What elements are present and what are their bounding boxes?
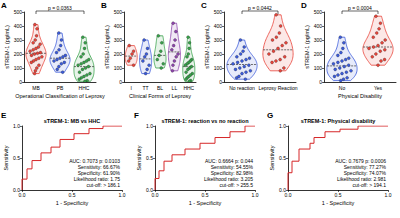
svg-text:300: 300 xyxy=(214,37,223,43)
svg-text:1 - Specificity: 1 - Specificity xyxy=(189,200,222,206)
svg-text:E: E xyxy=(1,111,7,120)
svg-text:200: 200 xyxy=(214,51,223,57)
svg-text:100: 100 xyxy=(114,65,123,71)
svg-text:HHC: HHC xyxy=(183,85,194,91)
svg-text:100: 100 xyxy=(14,65,23,71)
svg-text:cut-off: > 255.5: cut-off: > 255.5 xyxy=(220,182,254,188)
svg-text:200: 200 xyxy=(14,51,23,57)
svg-text:0: 0 xyxy=(119,79,122,85)
svg-text:300: 300 xyxy=(14,37,23,43)
svg-text:LL: LL xyxy=(172,85,178,91)
svg-text:BL: BL xyxy=(157,85,163,91)
svg-text:400: 400 xyxy=(314,23,323,29)
svg-text:MB: MB xyxy=(32,85,40,91)
svg-text:No: No xyxy=(339,85,346,91)
svg-text:Sensitivity: Sensitivity xyxy=(136,145,142,170)
svg-text:F: F xyxy=(134,111,139,120)
svg-text:Likelihood ratio: 3.205: Likelihood ratio: 3.205 xyxy=(204,176,253,182)
svg-text:0.5: 0.5 xyxy=(146,155,153,161)
svg-text:Specificity: 82.98%: Specificity: 82.98% xyxy=(210,170,253,176)
svg-text:0.5: 0.5 xyxy=(202,192,209,198)
svg-text:A: A xyxy=(1,1,7,10)
svg-text:sTREM-1 (pg/mL): sTREM-1 (pg/mL) xyxy=(304,25,310,69)
svg-text:PB: PB xyxy=(57,85,64,91)
svg-text:sTREM-1: reaction vs no reacti: sTREM-1: reaction vs no reaction xyxy=(161,118,249,124)
svg-text:cut-off: > 186.1: cut-off: > 186.1 xyxy=(87,182,121,188)
svg-text:400: 400 xyxy=(114,23,123,29)
svg-text:Likelihood ratio: 1.75: Likelihood ratio: 1.75 xyxy=(73,176,120,182)
svg-text:p = 0.0363: p = 0.0363 xyxy=(48,5,72,11)
svg-text:HHC: HHC xyxy=(79,85,90,91)
svg-text:400: 400 xyxy=(214,23,223,29)
svg-text:300: 300 xyxy=(314,37,323,43)
svg-text:sTREM-1: Physical disability: sTREM-1: Physical disability xyxy=(301,118,377,124)
svg-text:C: C xyxy=(201,1,207,10)
svg-text:0.5: 0.5 xyxy=(69,192,76,198)
svg-text:AUC: 0.6664 p: 0.044: AUC: 0.6664 p: 0.044 xyxy=(204,158,253,164)
svg-text:0.5: 0.5 xyxy=(335,192,342,198)
svg-text:100: 100 xyxy=(214,65,223,71)
svg-text:400: 400 xyxy=(14,23,23,29)
svg-text:No reaction: No reaction xyxy=(229,85,255,91)
svg-text:0: 0 xyxy=(219,79,222,85)
svg-text:0.0: 0.0 xyxy=(146,187,153,193)
svg-text:500: 500 xyxy=(214,9,223,15)
svg-text:sTREM-1 (pg/mL): sTREM-1 (pg/mL) xyxy=(4,25,10,69)
svg-text:0.5: 0.5 xyxy=(279,155,286,161)
svg-text:1.0: 1.0 xyxy=(146,123,153,129)
svg-text:0.0: 0.0 xyxy=(152,192,159,198)
svg-text:1.0: 1.0 xyxy=(252,192,259,198)
svg-text:p = 0.0442: p = 0.0442 xyxy=(248,5,272,11)
svg-text:Physical Disability: Physical Disability xyxy=(338,93,382,99)
svg-text:0.0: 0.0 xyxy=(19,192,26,198)
svg-text:1.0: 1.0 xyxy=(119,192,126,198)
svg-text:100: 100 xyxy=(314,65,323,71)
svg-text:cut-off: > 194.1: cut-off: > 194.1 xyxy=(353,182,387,188)
svg-text:Sensitivity: 77.27%: Sensitivity: 77.27% xyxy=(343,164,386,170)
svg-text:TT: TT xyxy=(143,85,149,91)
svg-text:500: 500 xyxy=(14,9,23,15)
svg-text:Yes: Yes xyxy=(374,85,383,91)
svg-text:p = 0.0004: p = 0.0004 xyxy=(348,5,372,11)
svg-text:Sensitivity: Sensitivity xyxy=(269,145,275,170)
svg-text:Sensitivity: 66.67%: Sensitivity: 66.67% xyxy=(77,164,120,170)
svg-text:0.0: 0.0 xyxy=(13,187,20,193)
svg-text:AUC: 0.7073 p: 0.0103: AUC: 0.7073 p: 0.0103 xyxy=(69,158,120,164)
svg-text:AUC: 0.7679 p: 0.0006: AUC: 0.7679 p: 0.0006 xyxy=(335,158,386,164)
svg-text:1.0: 1.0 xyxy=(279,123,286,129)
svg-text:500: 500 xyxy=(114,9,123,15)
svg-text:0: 0 xyxy=(319,79,322,85)
svg-text:1.0: 1.0 xyxy=(13,123,20,129)
svg-text:Sensitivity: Sensitivity xyxy=(3,145,9,170)
svg-text:1.0: 1.0 xyxy=(385,192,392,198)
svg-text:0: 0 xyxy=(19,79,22,85)
svg-text:200: 200 xyxy=(114,51,123,57)
svg-text:Likelihood ratio: 2.981: Likelihood ratio: 2.981 xyxy=(337,176,386,182)
svg-text:D: D xyxy=(301,1,307,10)
svg-text:500: 500 xyxy=(314,9,323,15)
svg-text:B: B xyxy=(101,1,107,10)
svg-text:Sensitivity: 54.55%: Sensitivity: 54.55% xyxy=(210,164,253,170)
svg-text:0.0: 0.0 xyxy=(285,192,292,198)
svg-text:Leprosy Reaction: Leprosy Reaction xyxy=(259,85,298,91)
svg-text:sTREM-1: MB vs HHC: sTREM-1: MB vs HHC xyxy=(44,118,101,124)
svg-text:Specificity: 74.07%: Specificity: 74.07% xyxy=(343,170,386,176)
svg-text:I: I xyxy=(131,85,132,91)
svg-text:G: G xyxy=(267,111,273,120)
svg-text:Operational Classification of: Operational Classification of Leprosy xyxy=(15,93,105,99)
svg-text:0.5: 0.5 xyxy=(13,155,20,161)
svg-text:1 - Specificity: 1 - Specificity xyxy=(56,200,89,206)
svg-text:200: 200 xyxy=(314,51,323,57)
svg-text:300: 300 xyxy=(114,37,123,43)
svg-text:0.0: 0.0 xyxy=(279,187,286,193)
svg-text:Specificity: 61.90%: Specificity: 61.90% xyxy=(77,170,120,176)
svg-text:1 - Specificity: 1 - Specificity xyxy=(322,200,355,206)
svg-text:sTREM-1 (pg/mL): sTREM-1 (pg/mL) xyxy=(204,25,210,69)
svg-text:Clinical Forms of Leprosy: Clinical Forms of Leprosy xyxy=(129,93,191,99)
svg-text:sTREM-1 (pg/mL): sTREM-1 (pg/mL) xyxy=(104,25,110,69)
